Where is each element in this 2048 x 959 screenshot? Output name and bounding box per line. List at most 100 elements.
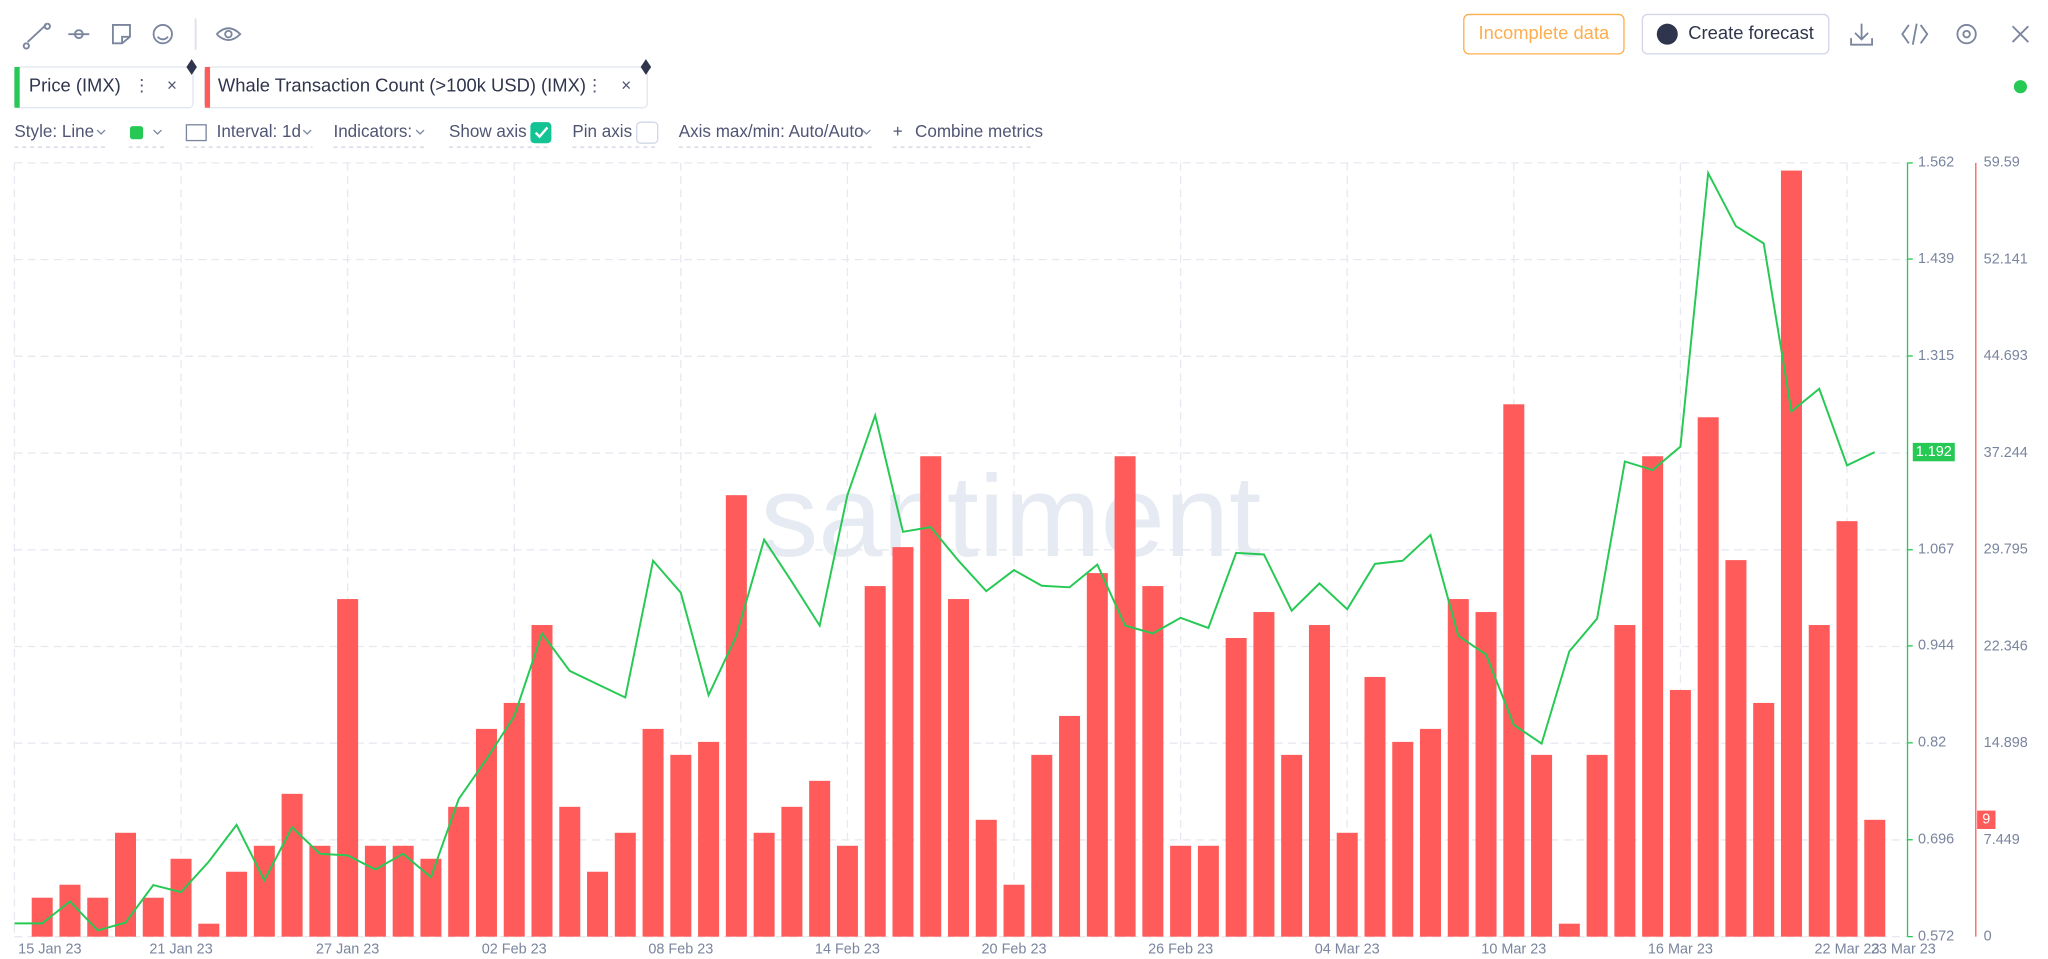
y2-tick-label: 59.59 [1984,155,2020,171]
right-toolbar-icons[interactable] [1850,23,2029,46]
bar [1059,715,1081,937]
bar [1669,689,1691,937]
y-tick-label: 0.944 [1918,638,1954,654]
interval-icon [185,124,207,142]
x-tick-label: 21 Jan 23 [149,942,212,958]
bar [1586,754,1608,937]
combine-icon: + [893,122,903,141]
x-tick-label: 16 Mar 23 [1648,942,1713,958]
metric-chip-color [204,66,211,108]
bar [1003,884,1025,937]
chip-close[interactable]: × [167,76,177,95]
show-axis-checkbox[interactable] [530,122,552,144]
bar [503,702,525,937]
y-tick-label: 0.572 [1918,928,1954,944]
bar [1308,625,1330,937]
last-value-badge [1977,810,1996,829]
chip-close[interactable]: × [621,76,631,95]
create-forecast-button[interactable] [1641,13,1830,55]
pin-axis-checkbox[interactable] [636,121,659,144]
last-value-label: 9 [1982,812,1990,828]
axis-minmax-setting[interactable]: Axis max/min: Auto/Auto [679,122,864,141]
metric-chip-color [14,66,20,108]
y2-tick-label: 52.141 [1984,251,2028,267]
show-axis-setting[interactable]: Show axis [449,122,527,141]
bar [142,897,164,937]
x-tick-label: 02 Feb 23 [482,942,547,958]
bar [642,728,664,937]
x-tick-label: 27 Jan 23 [316,942,379,958]
price-line [14,169,1876,932]
bar [753,832,775,937]
y2-tick-label: 0 [1984,928,1992,944]
y-tick-label: 1.067 [1918,542,1954,558]
bar [1225,638,1247,937]
y2-tick-label: 7.449 [1984,832,2020,848]
indicators-setting[interactable]: Indicators: [333,122,412,141]
bar [809,780,831,937]
interval-setting[interactable]: Interval: 1d [217,122,301,141]
status-dot [2013,80,2027,94]
bar [1753,702,1775,937]
bar [1503,404,1525,937]
bar [1780,170,1802,937]
y-tick-label: 1.562 [1918,155,1954,171]
y-tick-label: 0.696 [1918,832,1954,848]
bar [1614,625,1636,937]
x-tick-label: 10 Mar 23 [1481,942,1546,958]
toolbar-icons[interactable] [22,18,242,50]
chip-menu[interactable]: ⋮ [586,76,603,95]
bar [448,806,470,937]
y2-tick-label: 22.346 [1984,638,2028,654]
bar [670,754,692,937]
incomplete-data-button[interactable] [1463,13,1625,55]
bar [725,495,747,937]
bar [420,858,442,937]
bar [309,845,331,937]
y2-tick-label: 14.898 [1984,735,2028,751]
bar [253,845,275,937]
x-tick-label: 23 Mar 23 [1871,942,1936,958]
combine-metrics[interactable]: Combine metrics [915,122,1043,141]
bar [1725,560,1747,937]
x-tick-label: 08 Feb 23 [648,942,713,958]
style-setting[interactable]: Style: Line [14,122,94,141]
bar [698,741,720,937]
bar [920,456,942,937]
x-tick-label: 20 Feb 23 [982,942,1047,958]
bar [1142,586,1164,937]
forecast-icon [1656,23,1678,45]
bar [1558,923,1580,937]
chip-menu[interactable]: ⋮ [133,76,150,95]
bar [281,793,303,937]
bar [337,599,359,937]
bar [1170,845,1192,937]
bar [1197,845,1219,937]
bar [198,923,220,937]
bar [1531,754,1553,937]
bar [1808,625,1830,937]
bar [1392,741,1414,937]
bar [531,625,553,937]
bar [59,884,81,937]
y-tick-label: 0.82 [1918,735,1946,751]
y-tick-label: 1.315 [1918,348,1954,364]
create-forecast-label: Create forecast [1688,22,1814,43]
bar [226,871,248,937]
x-tick-label: 22 Mar 23 [1815,942,1880,958]
x-tick-label: 04 Mar 23 [1315,942,1380,958]
bar [1864,819,1886,937]
bar [892,547,914,937]
bar [1447,599,1469,937]
bar [836,845,858,937]
bar [587,871,609,937]
bar [1114,456,1136,937]
bar [864,586,886,937]
y2-tick-label: 44.693 [1984,348,2028,364]
bar [392,845,414,937]
bar [1836,521,1858,937]
color-swatch[interactable] [129,126,144,140]
pin-axis-setting[interactable]: Pin axis [572,122,632,141]
y2-tick-label: 29.795 [1984,542,2028,558]
